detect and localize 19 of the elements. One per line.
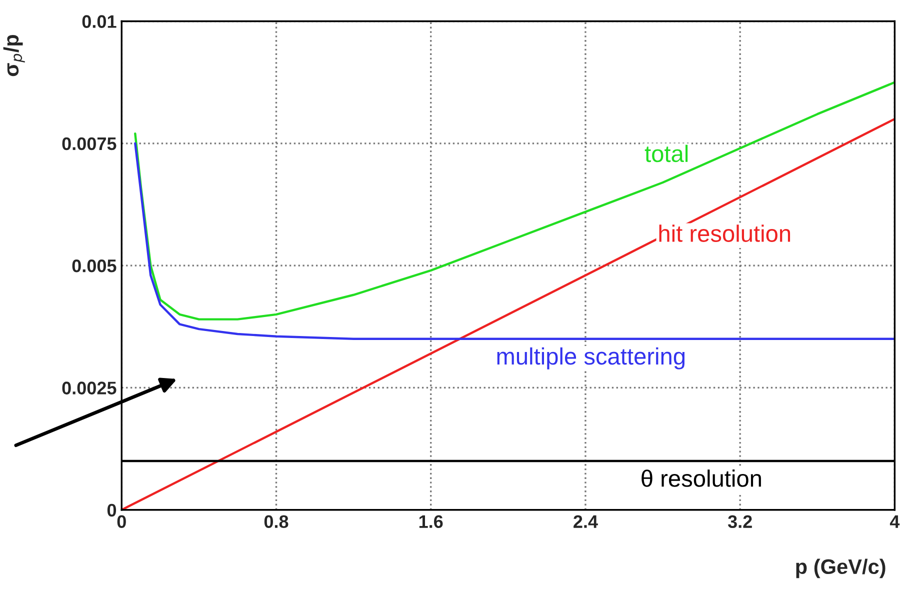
line-series bbox=[134, 81, 895, 320]
y-tick-label: 0.01 bbox=[82, 15, 116, 28]
series-label: total bbox=[644, 144, 688, 162]
series-label: hit resolution bbox=[659, 224, 790, 242]
y-tick-label: 0.0025 bbox=[62, 382, 116, 394]
series-label: θ resolution bbox=[642, 470, 761, 487]
x-tick-label: 1.6 bbox=[419, 515, 443, 528]
x-tick-label: 3.2 bbox=[728, 515, 752, 528]
y-tick-label: 0.0075 bbox=[62, 137, 116, 150]
y-tick-label: 0 bbox=[107, 504, 116, 517]
x-tick-label: 0.8 bbox=[264, 515, 288, 528]
y-axis-title: σ$_{p}$/p bbox=[3, 34, 25, 76]
y-tick-label: 0.005 bbox=[72, 259, 116, 272]
x-tick-label: 2.4 bbox=[574, 515, 598, 528]
x-tick-label: 4 bbox=[890, 515, 900, 528]
x-tick-label: 0 bbox=[117, 515, 126, 528]
x-axis-title: p (GeV/c) bbox=[796, 558, 886, 578]
series-label: multiple scattering bbox=[497, 347, 685, 370]
line-series bbox=[134, 142, 895, 340]
